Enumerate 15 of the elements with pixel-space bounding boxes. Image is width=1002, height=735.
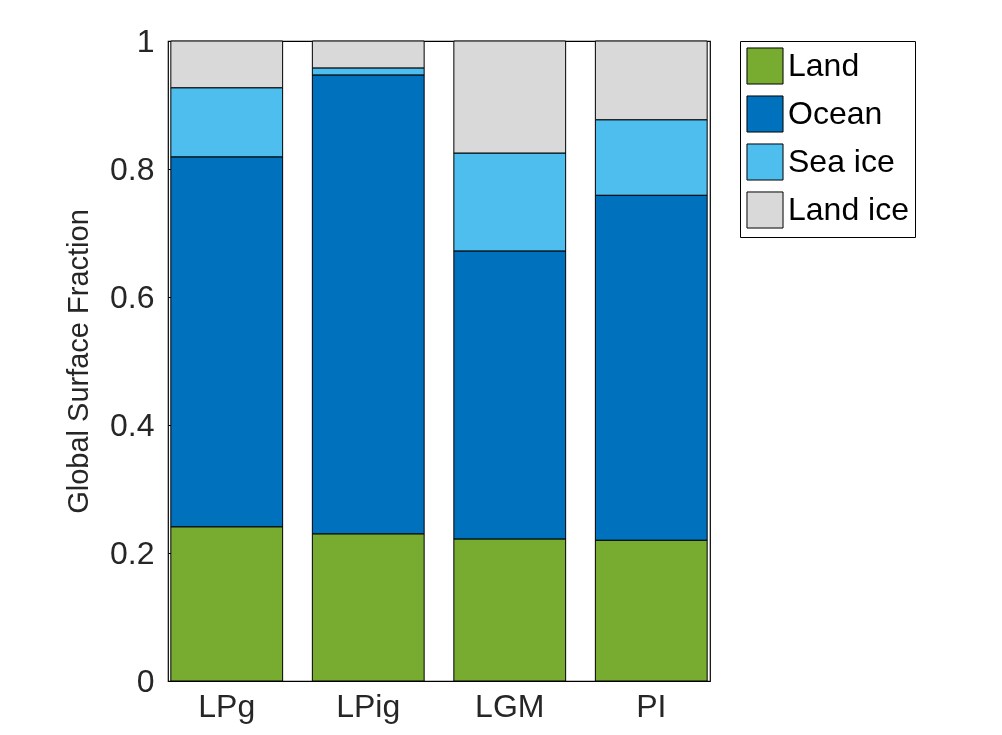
- x-tick-label: PI: [636, 687, 667, 724]
- x-tick-label: LGM: [475, 687, 545, 724]
- y-tick-label: 0.4: [110, 406, 155, 443]
- legend-label: Land: [788, 47, 860, 83]
- y-axis-title: Global Surface Fraction: [62, 209, 95, 514]
- y-tick-label: 0: [136, 662, 155, 699]
- x-tick-label: LPig: [336, 687, 401, 724]
- legend-label: Sea ice: [788, 143, 895, 179]
- legend-label: Land ice: [788, 191, 909, 227]
- y-tick-label: 1: [136, 22, 155, 59]
- x-tick-label: LPg: [198, 687, 256, 724]
- y-tick-label: 0.2: [110, 534, 155, 571]
- legend-label: Ocean: [788, 95, 883, 131]
- y-tick-label: 0.6: [110, 278, 155, 315]
- y-tick-label: 0.8: [110, 150, 155, 187]
